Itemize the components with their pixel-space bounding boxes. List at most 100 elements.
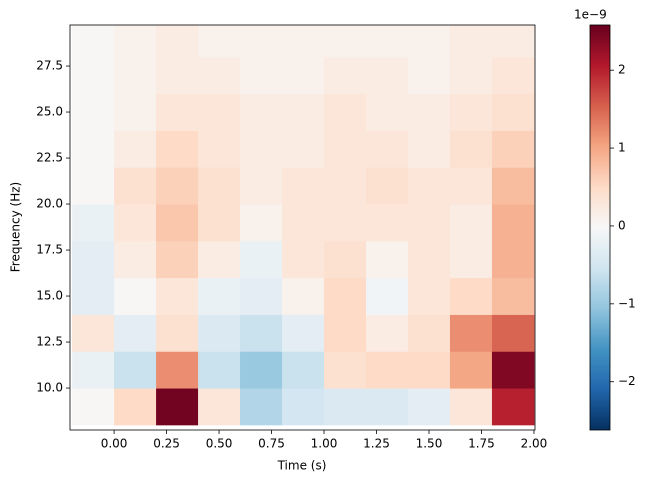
heatmap-cell [491, 351, 535, 389]
heatmap-cell [72, 314, 115, 352]
heatmap-cell [114, 25, 157, 58]
heatmap-cell [72, 277, 115, 315]
heatmap-cell [324, 93, 367, 131]
heatmap-cell [407, 388, 451, 426]
heatmap-cell [72, 204, 115, 242]
heatmap-cell [198, 388, 241, 426]
heatmap-cell [407, 204, 451, 242]
y-tick-label: 10.0 [36, 381, 63, 395]
heatmap-cell [114, 351, 157, 389]
heatmap-cell [156, 204, 199, 242]
heatmap-cell [282, 167, 325, 205]
heatmap-cell [156, 314, 199, 352]
y-tick-label: 25.0 [36, 105, 63, 119]
heatmap-cell [491, 314, 535, 352]
heatmap-cell [114, 93, 157, 131]
colorbar [589, 24, 611, 431]
heatmap-cell [198, 204, 241, 242]
heatmap-cell [449, 93, 493, 131]
heatmap-cell [156, 351, 199, 389]
x-tick-label: 1.00 [311, 437, 338, 451]
x-tick-label: 2.00 [521, 437, 548, 451]
heatmap-cell [449, 25, 493, 58]
y-tick-label: 15.0 [36, 289, 63, 303]
heatmap-cell [198, 167, 241, 205]
heatmap-cell [240, 240, 283, 279]
heatmap-cell [240, 277, 283, 315]
heatmap-cell [240, 167, 283, 205]
heatmap-cell [114, 388, 157, 426]
heatmap-cell [491, 25, 535, 58]
heatmap-cell [366, 204, 409, 242]
heatmap-cell [198, 314, 241, 352]
heatmap-cell [449, 277, 493, 315]
heatmap-cell [240, 351, 283, 389]
heatmap-cell [491, 204, 535, 242]
heatmap-cell [114, 56, 157, 95]
heatmap-cell [156, 277, 199, 315]
heatmap-cell [491, 167, 535, 205]
heatmap-cell [282, 25, 325, 58]
heatmap-cell [240, 130, 283, 168]
heatmap-cell [282, 93, 325, 131]
heatmap-cell [491, 93, 535, 131]
heatmap-cell [198, 351, 241, 389]
heatmap-cell [114, 204, 157, 242]
colorbar-tick-label: 1 [618, 141, 626, 155]
heatmap-cell [449, 56, 493, 95]
heatmap-cell [366, 56, 409, 95]
heatmap-cell [407, 25, 451, 58]
heatmap-cell [324, 277, 367, 315]
heatmap-cell [156, 25, 199, 58]
heatmap-cell [72, 93, 115, 131]
x-tick-label: 1.75 [468, 437, 495, 451]
heatmap-cell [240, 56, 283, 95]
heatmap-cell [366, 25, 409, 58]
heatmap-cell [324, 314, 367, 352]
heatmap-cell [324, 167, 367, 205]
heatmap-cell [324, 351, 367, 389]
heatmap-cell [240, 204, 283, 242]
heatmap-cell [72, 25, 115, 58]
heatmap-cell [240, 25, 283, 58]
heatmap-cell [156, 167, 199, 205]
heatmap-cell [324, 204, 367, 242]
colorbar-tick-label: 0 [618, 218, 626, 232]
heatmap-cell [407, 56, 451, 95]
heatmap-cell [282, 388, 325, 426]
x-tick-label: 1.50 [416, 437, 443, 451]
heatmap-cell [114, 167, 157, 205]
x-axis-label: Time (s) [277, 459, 327, 473]
heatmap-cell [449, 204, 493, 242]
heatmap-cell [240, 93, 283, 131]
heatmap-cell [114, 130, 157, 168]
heatmap-cell [366, 240, 409, 279]
heatmap-cell [491, 240, 535, 279]
heatmap-cell [282, 56, 325, 95]
plot-frame [69, 24, 536, 431]
heatmap-cell [491, 277, 535, 315]
heatmap-cell [449, 167, 493, 205]
heatmap-cell [114, 314, 157, 352]
heatmap-cell [156, 93, 199, 131]
y-axis-label: Frequency (Hz) [9, 182, 23, 273]
heatmap-cell [282, 130, 325, 168]
heatmap-cell [324, 25, 367, 58]
x-tick-label: 0.50 [206, 437, 233, 451]
heatmap-cell [198, 93, 241, 131]
heatmap-cell [407, 240, 451, 279]
heatmap-cell [282, 277, 325, 315]
heatmap-cell [156, 240, 199, 279]
x-tick-label: 0.25 [153, 437, 180, 451]
heatmap-cell [366, 167, 409, 205]
heatmap-cell [491, 56, 535, 95]
heatmap-cell [366, 93, 409, 131]
heatmap-cell [324, 388, 367, 426]
heatmap-cell [198, 56, 241, 95]
x-tick-label: 0.75 [258, 437, 285, 451]
heatmap-cell [407, 130, 451, 168]
y-tick-label: 20.0 [36, 197, 63, 211]
heatmap-cell [366, 130, 409, 168]
x-tick-label: 0.00 [101, 437, 128, 451]
heatmap-cell [366, 314, 409, 352]
